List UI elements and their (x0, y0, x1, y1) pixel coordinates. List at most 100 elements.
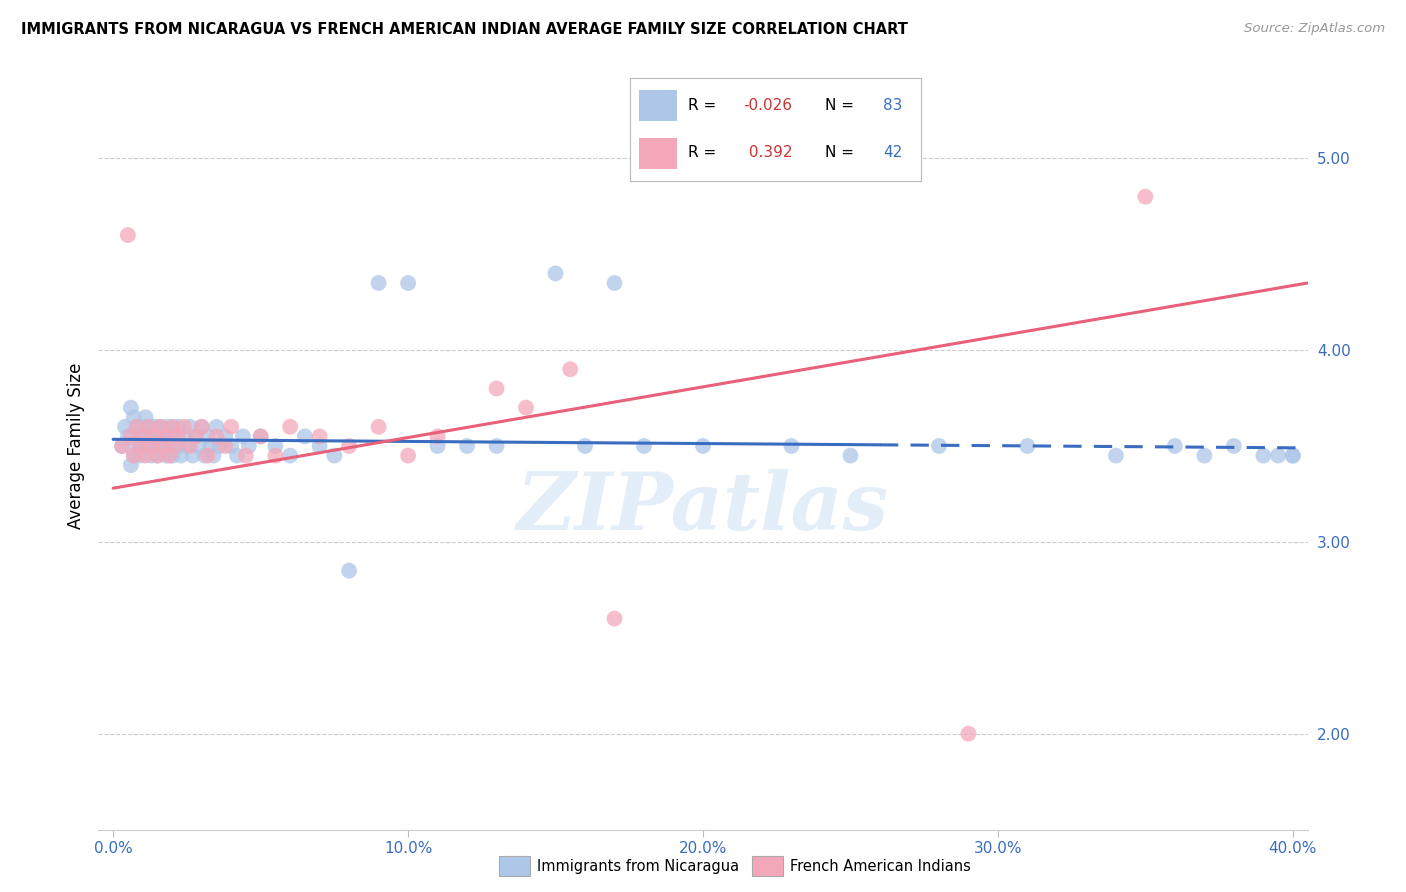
Point (692, 439, 714, 453)
Point (219, 420, 242, 434)
Point (367, 420, 389, 434)
Point (485, 382, 508, 396)
Point (197, 429, 219, 443)
Point (205, 420, 228, 434)
Point (167, 429, 190, 443)
Point (308, 439, 330, 453)
Point (165, 429, 187, 443)
Point (155, 420, 177, 434)
Point (1105, 449, 1128, 463)
Point (152, 439, 174, 453)
Point (633, 439, 655, 453)
Point (544, 266, 567, 280)
Point (141, 439, 163, 453)
Point (155, 449, 177, 463)
Point (157, 439, 180, 453)
Point (928, 439, 950, 453)
Point (456, 439, 478, 453)
Point (149, 420, 172, 434)
Point (603, 612, 626, 626)
Point (135, 410, 157, 425)
Point (187, 439, 209, 453)
Point (138, 420, 160, 434)
Point (367, 276, 389, 290)
Point (179, 439, 201, 453)
Point (1267, 449, 1289, 463)
Point (179, 420, 201, 434)
Point (232, 429, 254, 443)
Point (111, 439, 134, 453)
Point (128, 449, 150, 463)
Point (170, 449, 193, 463)
Point (235, 449, 257, 463)
Point (208, 439, 231, 453)
Point (146, 449, 169, 463)
Point (396, 449, 419, 463)
Point (122, 449, 145, 463)
Point (135, 449, 157, 463)
Point (141, 429, 163, 443)
Point (426, 429, 449, 443)
Point (219, 439, 242, 453)
Point (294, 429, 316, 443)
Point (120, 401, 142, 415)
Point (131, 429, 153, 443)
Point (122, 449, 145, 463)
Text: IMMIGRANTS FROM NICARAGUA VS FRENCH AMERICAN INDIAN AVERAGE FAMILY SIZE CORRELAT: IMMIGRANTS FROM NICARAGUA VS FRENCH AMER… (21, 22, 908, 37)
Point (337, 439, 360, 453)
Point (181, 449, 204, 463)
Point (485, 439, 508, 453)
Point (120, 429, 142, 443)
Point (780, 439, 803, 453)
Point (426, 439, 449, 453)
Point (146, 449, 169, 463)
Point (249, 429, 271, 443)
Point (122, 410, 145, 425)
Point (111, 439, 134, 453)
Point (1164, 439, 1187, 453)
Point (155, 429, 177, 443)
Point (157, 449, 180, 463)
Point (157, 429, 180, 443)
Point (160, 420, 183, 434)
Point (167, 420, 190, 434)
Point (160, 420, 183, 434)
Point (1282, 449, 1305, 463)
Point (205, 429, 228, 443)
Point (1194, 449, 1216, 463)
Point (278, 420, 301, 434)
Point (249, 429, 271, 443)
Point (173, 420, 195, 434)
Point (117, 429, 139, 443)
Point (143, 420, 166, 434)
Text: Immigrants from Nicaragua: Immigrants from Nicaragua (537, 859, 740, 873)
Text: Source: ZipAtlas.com: Source: ZipAtlas.com (1244, 22, 1385, 36)
Point (194, 449, 217, 463)
Point (135, 429, 157, 443)
Point (152, 429, 174, 443)
Point (238, 439, 260, 453)
Point (165, 439, 187, 453)
Point (149, 420, 172, 434)
Point (337, 564, 360, 578)
Point (128, 429, 150, 443)
Point (603, 276, 626, 290)
Point (839, 449, 862, 463)
Text: ZIPatlas: ZIPatlas (517, 468, 889, 546)
Point (120, 458, 142, 473)
Point (143, 429, 166, 443)
Point (1253, 449, 1275, 463)
Point (226, 449, 249, 463)
Point (125, 420, 148, 434)
Point (173, 429, 195, 443)
Point (197, 449, 219, 463)
Point (190, 420, 212, 434)
Point (1135, 190, 1157, 204)
Point (214, 439, 236, 453)
Point (141, 449, 163, 463)
Point (143, 439, 166, 453)
Point (308, 429, 330, 443)
Point (560, 362, 582, 376)
Point (138, 439, 160, 453)
Point (264, 449, 287, 463)
